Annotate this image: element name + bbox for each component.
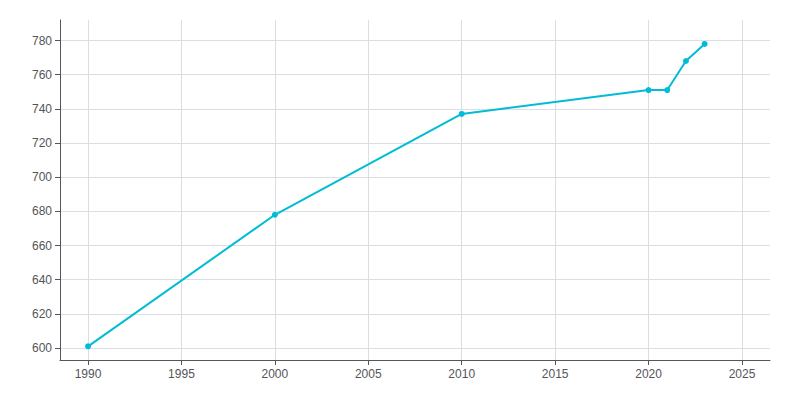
svg-text:660: 660: [32, 239, 52, 253]
svg-text:2010: 2010: [448, 367, 475, 381]
svg-text:620: 620: [32, 307, 52, 321]
svg-text:640: 640: [32, 273, 52, 287]
svg-text:2025: 2025: [729, 367, 756, 381]
svg-text:2020: 2020: [635, 367, 662, 381]
svg-text:760: 760: [32, 68, 52, 82]
svg-text:1995: 1995: [168, 367, 195, 381]
svg-text:1990: 1990: [75, 367, 102, 381]
svg-text:680: 680: [32, 204, 52, 218]
svg-text:2005: 2005: [355, 367, 382, 381]
svg-text:720: 720: [32, 136, 52, 150]
svg-text:2000: 2000: [262, 367, 289, 381]
svg-text:700: 700: [32, 170, 52, 184]
svg-text:2015: 2015: [542, 367, 569, 381]
svg-text:740: 740: [32, 102, 52, 116]
svg-text:600: 600: [32, 341, 52, 355]
svg-text:780: 780: [32, 34, 52, 48]
